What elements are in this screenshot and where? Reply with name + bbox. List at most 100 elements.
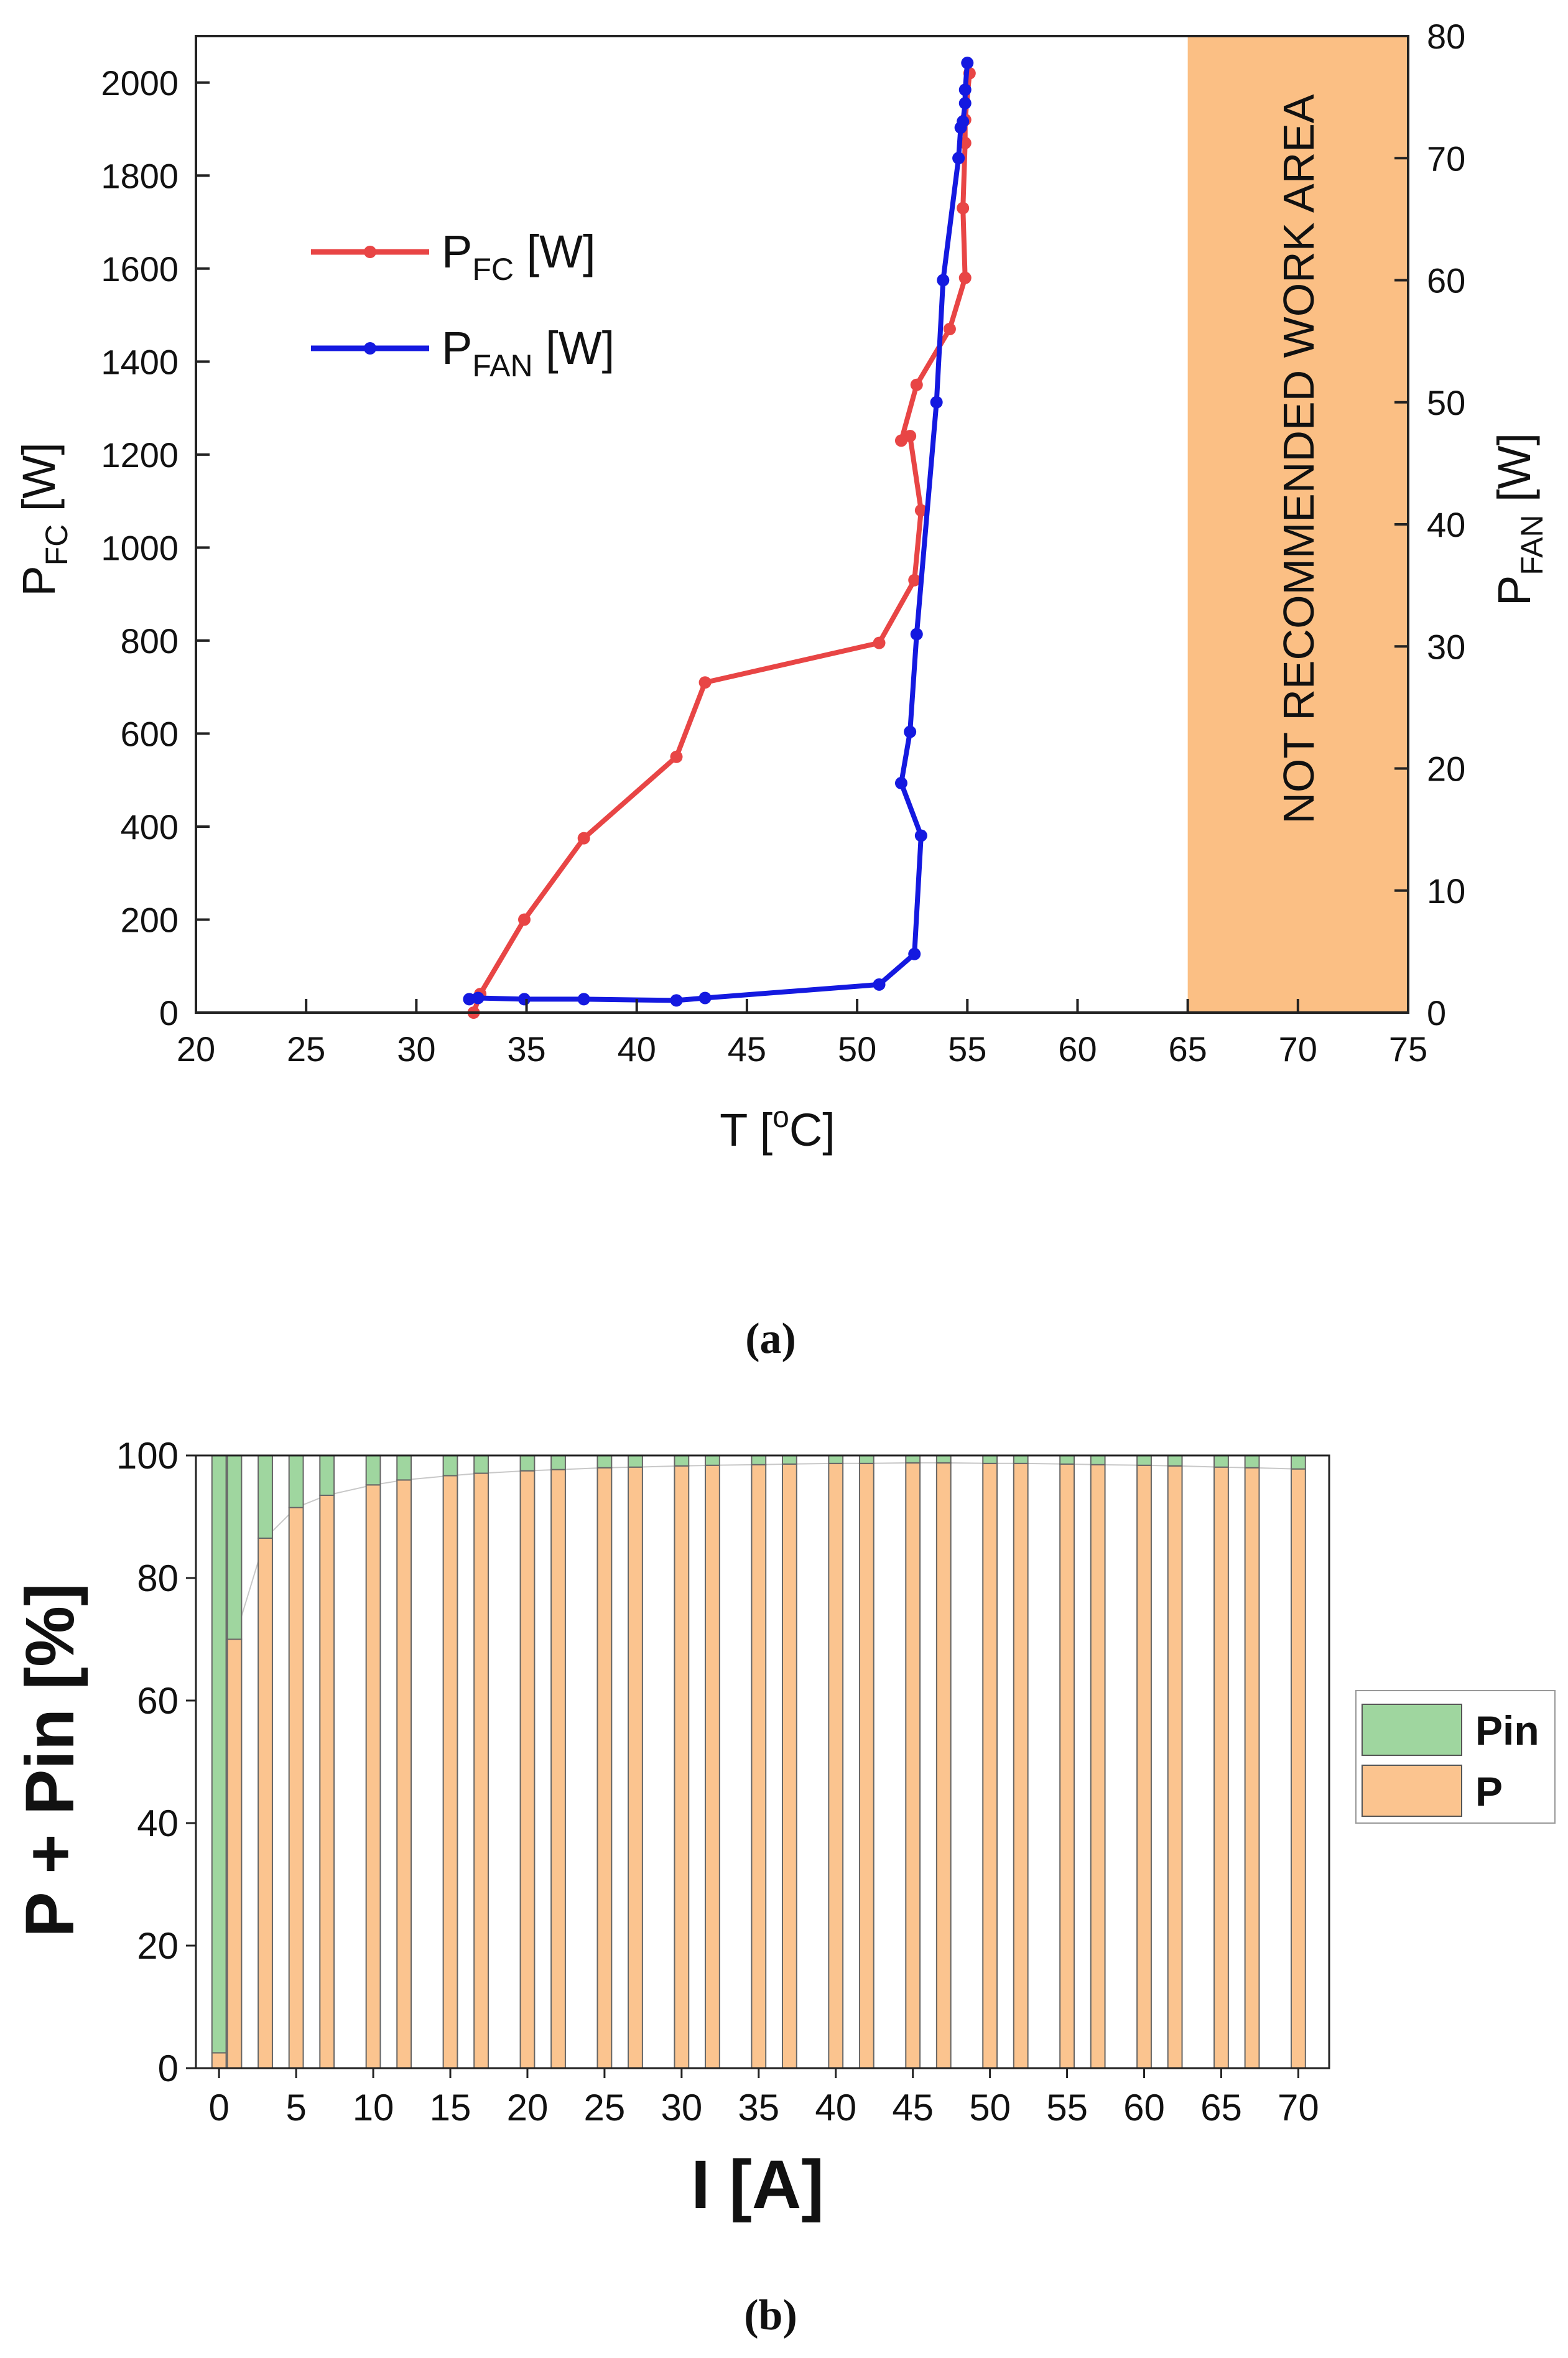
data-point-pfc [698, 676, 712, 689]
not-recommended-region [1187, 36, 1408, 1013]
y-tick-label: 20 [137, 1925, 179, 1967]
data-point-pfan [957, 115, 970, 128]
y-tick-label: 100 [116, 1435, 179, 1477]
series-line-pfan [468, 62, 970, 1003]
bar-pin [828, 1455, 844, 1464]
x-tick-label: 45 [892, 2087, 934, 2128]
data-point-pfc [577, 832, 590, 845]
data-point-pfan [930, 396, 943, 409]
legend-swatch-p [1362, 1765, 1462, 1817]
y-left-tick-label: 800 [121, 621, 179, 661]
data-point-pfc [518, 913, 531, 926]
chart-a-series [463, 57, 976, 1019]
bar-p [473, 1472, 489, 2069]
data-point-pfc [873, 636, 886, 649]
x-tick-label: 75 [1389, 1029, 1427, 1069]
bar-p [442, 1475, 458, 2069]
y-right-tick-label: 0 [1427, 993, 1446, 1033]
y-left-tick-label: 1000 [101, 528, 179, 567]
bar-pin [1090, 1455, 1106, 1465]
chart-a: NOT RECOMMENDED WORK AREA 20 25 30 35 40 45 50… [13, 17, 1549, 1363]
y-tick-label: 40 [137, 1803, 179, 1844]
bar-p [1090, 1464, 1106, 2069]
data-point-pfc [894, 434, 907, 447]
bar-pin [1136, 1455, 1152, 1466]
bar-p [1167, 1465, 1183, 2069]
data-point-pfan [698, 991, 712, 1005]
bar-p [1136, 1464, 1152, 2069]
x-tick-label: 30 [661, 2087, 702, 2128]
x-tick-label: 45 [728, 1029, 766, 1069]
data-point-pfc [908, 573, 921, 587]
y-left-tick-label: 1600 [101, 249, 179, 289]
caption-a: (a) [745, 1315, 796, 1363]
bar-pin [1167, 1455, 1183, 1467]
data-point-pfc [670, 750, 683, 763]
bar-p [858, 1462, 874, 2069]
x-tick-label: 60 [1123, 2087, 1165, 2128]
x-tick-label: 60 [1058, 1029, 1097, 1069]
y-left-tick-label: 1400 [101, 342, 179, 381]
bar-pin [211, 1455, 227, 2054]
y-tick-label: 60 [137, 1680, 179, 1722]
bar-pin [442, 1455, 458, 1477]
bar-pin [982, 1455, 998, 1464]
bar-p [1059, 1463, 1075, 2069]
bar-pin [319, 1455, 335, 1497]
bar-p [781, 1463, 797, 2069]
bar-p [935, 1462, 952, 2069]
y-right-tick-label: 20 [1427, 750, 1465, 789]
bar-p [628, 1466, 643, 2069]
y-tick-label: 80 [137, 1557, 179, 1599]
bar-pin [1013, 1455, 1029, 1464]
data-point-pfc [957, 202, 970, 215]
y-left-tick-label: 600 [121, 714, 179, 753]
x-tick-label: 50 [969, 2087, 1011, 2128]
legend-swatch-pin [1362, 1704, 1462, 1756]
y-right-tick-label: 60 [1427, 261, 1465, 300]
y-left-tick-label: 1200 [101, 435, 179, 475]
bar-pin [473, 1455, 489, 1474]
y-axis-title-left-a: PFC [W] [13, 442, 74, 596]
data-point-pfc [910, 378, 923, 391]
y-left-tick-label: 1800 [101, 156, 179, 195]
bar-p [365, 1484, 381, 2069]
bar-p [211, 2052, 227, 2069]
x-tick-label: 25 [584, 2087, 626, 2128]
bar-pin [1213, 1455, 1229, 1468]
y-right-tick-label: 70 [1427, 139, 1465, 178]
bar-pin [751, 1455, 767, 1465]
bar-p [257, 1537, 273, 2069]
legend-label-pin: Pin [1475, 1707, 1539, 1753]
bar-p [319, 1495, 335, 2069]
bar-p [1013, 1462, 1029, 2069]
data-point-pfan [908, 947, 921, 960]
data-point-pfan [961, 57, 974, 70]
bar-p [396, 1479, 412, 2069]
x-tick-label: 70 [1279, 1029, 1317, 1069]
legend-marker-pfc [364, 246, 376, 258]
bar-pin [1291, 1455, 1306, 1470]
x-tick-label: 55 [948, 1029, 986, 1069]
bar-p [226, 1638, 243, 2069]
data-point-pfan [894, 777, 907, 790]
not-recommended-label: NOT RECOMMENDED WORK AREA [1274, 94, 1323, 824]
bar-p [751, 1464, 767, 2069]
x-tick-label: 50 [838, 1029, 876, 1069]
data-point-pfan [471, 991, 485, 1005]
bar-pin [628, 1455, 643, 1468]
x-axis-title-a: T [oC] [720, 1101, 835, 1156]
data-point-pfc [914, 504, 927, 517]
data-point-pfan [518, 993, 531, 1006]
data-point-pfan [670, 994, 683, 1007]
bar-p [1244, 1467, 1260, 2069]
bar-p [982, 1462, 998, 2069]
y-tick-label: 0 [158, 2048, 179, 2089]
legend-label-pfan: PFAN [W] [442, 322, 615, 383]
bar-p [1213, 1466, 1229, 2069]
y-right-tick-label: 80 [1427, 17, 1465, 56]
x-tick-label: 70 [1278, 2087, 1319, 2128]
bar-p [550, 1469, 566, 2069]
chart-b-ticks: 0 5 10 15 20 25 30 35 40 45 50 55 60 65 70 0 20 40 60 80 100 [116, 1435, 1319, 2128]
bar-p [519, 1470, 536, 2069]
